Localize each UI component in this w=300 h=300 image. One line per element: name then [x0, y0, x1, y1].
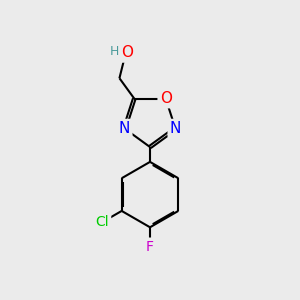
Text: F: F	[146, 240, 154, 254]
Text: O: O	[121, 45, 133, 60]
Text: N: N	[170, 121, 181, 136]
Text: H: H	[110, 45, 119, 58]
Text: Cl: Cl	[96, 215, 109, 229]
Text: N: N	[119, 121, 130, 136]
Text: O: O	[160, 91, 172, 106]
